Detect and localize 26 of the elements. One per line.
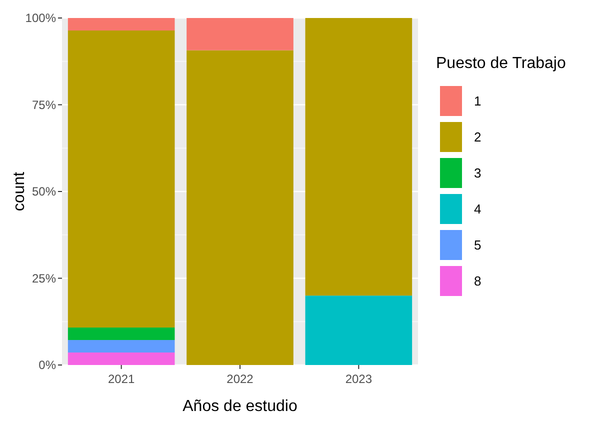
legend-label: 5 bbox=[474, 238, 482, 253]
x-tick-label: 2023 bbox=[345, 372, 372, 386]
x-axis-title: Años de estudio bbox=[182, 398, 298, 415]
bar bbox=[68, 30, 175, 328]
x-tick-label: 2022 bbox=[226, 372, 254, 386]
legend-label: 8 bbox=[474, 274, 482, 289]
bar bbox=[305, 18, 412, 296]
y-tick-label: 100% bbox=[25, 11, 56, 26]
legend-label: 3 bbox=[474, 166, 482, 181]
legend-title: Puesto de Trabajo bbox=[436, 55, 566, 72]
y-tick-label: 25% bbox=[32, 271, 56, 286]
legend-label: 2 bbox=[474, 130, 482, 145]
legend-label: 1 bbox=[474, 94, 482, 109]
y-tick-label: 75% bbox=[32, 98, 56, 112]
bar bbox=[305, 296, 412, 365]
bar bbox=[68, 352, 175, 365]
bar bbox=[186, 18, 294, 50]
legend-label: 4 bbox=[474, 202, 482, 217]
bar bbox=[68, 340, 175, 353]
bar bbox=[68, 328, 175, 340]
bar bbox=[68, 18, 175, 30]
y-axis-title: count bbox=[11, 171, 28, 212]
bar bbox=[186, 50, 294, 365]
y-tick-label: 0% bbox=[38, 358, 56, 372]
y-tick-label: 50% bbox=[32, 184, 56, 199]
x-tick-label: 2021 bbox=[108, 372, 136, 386]
